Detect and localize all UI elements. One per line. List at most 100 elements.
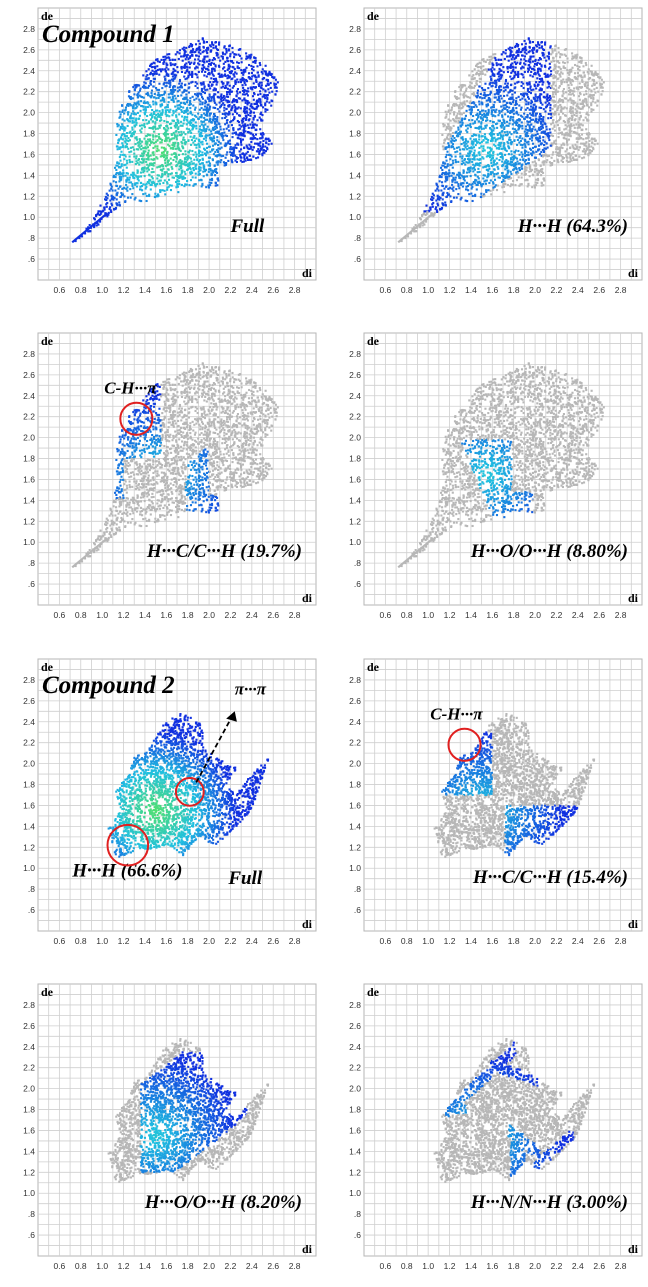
scatter-point xyxy=(540,184,543,187)
scatter-point xyxy=(188,149,191,152)
scatter-point xyxy=(150,162,153,165)
scatter-point xyxy=(475,105,478,108)
scatter-point xyxy=(438,180,441,183)
scatter-point xyxy=(114,207,117,211)
scatter-point xyxy=(581,80,584,83)
scatter-point xyxy=(120,137,123,140)
scatter-point xyxy=(245,117,248,120)
scatter-point xyxy=(237,61,240,65)
x-axis-label: di xyxy=(302,266,313,280)
scatter-point xyxy=(207,48,210,51)
scatter-point xyxy=(158,115,161,118)
scatter-point xyxy=(539,143,542,146)
scatter-point xyxy=(208,60,211,63)
scatter-point xyxy=(197,130,200,133)
scatter-point xyxy=(156,127,159,130)
scatter-point xyxy=(467,155,470,158)
scatter-point xyxy=(128,139,131,142)
scatter-point xyxy=(511,56,514,59)
scatter-point xyxy=(435,206,438,209)
scatter-point xyxy=(452,113,456,116)
scatter-point xyxy=(570,159,573,162)
scatter-point xyxy=(229,151,232,154)
scatter-point xyxy=(538,171,541,174)
scatter-point xyxy=(180,172,183,175)
scatter-point xyxy=(445,185,448,188)
scatter-point xyxy=(121,109,124,112)
scatter-point xyxy=(548,154,551,157)
scatter-point xyxy=(147,121,150,124)
scatter-point xyxy=(176,104,179,107)
scatter-point xyxy=(543,147,546,150)
scatter-point xyxy=(124,141,127,144)
scatter-point xyxy=(493,68,496,71)
scatter-point xyxy=(102,209,105,212)
scatter-point xyxy=(422,212,426,215)
scatter-point xyxy=(519,98,522,101)
scatter-point xyxy=(195,144,198,147)
scatter-point xyxy=(188,161,191,165)
scatter-point xyxy=(246,130,249,134)
scatter-point xyxy=(239,153,242,156)
scatter-point xyxy=(225,86,228,89)
scatter-point xyxy=(576,71,579,75)
scatter-point xyxy=(549,144,552,147)
scatter-point xyxy=(170,122,173,125)
scatter-point xyxy=(124,174,127,177)
scatter-point xyxy=(173,94,176,97)
scatter-point xyxy=(453,137,456,140)
scatter-point xyxy=(534,107,537,110)
scatter-point xyxy=(113,196,116,199)
scatter-point xyxy=(510,183,513,186)
scatter-point xyxy=(530,102,533,105)
scatter-point xyxy=(560,71,563,74)
scatter-point xyxy=(578,61,581,64)
scatter-point xyxy=(549,97,552,100)
scatter-point xyxy=(165,139,168,142)
scatter-point xyxy=(167,136,170,139)
scatter-point xyxy=(211,42,214,45)
scatter-point xyxy=(114,189,117,192)
scatter-point xyxy=(455,146,459,149)
scatter-point xyxy=(185,123,188,126)
scatter-point xyxy=(534,134,537,137)
scatter-point xyxy=(176,145,179,148)
scatter-point xyxy=(84,232,87,235)
scatter-point xyxy=(597,100,600,103)
scatter-point xyxy=(515,120,518,123)
scatter-point xyxy=(169,189,173,192)
scatter-point xyxy=(231,46,234,50)
scatter-point xyxy=(544,75,547,78)
scatter-point xyxy=(198,144,201,147)
scatter-point xyxy=(141,166,144,169)
scatter-point xyxy=(151,120,154,123)
scatter-point xyxy=(478,134,481,137)
scatter-point xyxy=(486,70,489,73)
scatter-point xyxy=(207,46,210,49)
scatter-point xyxy=(233,103,236,107)
scatter-point xyxy=(183,96,186,99)
scatter-point xyxy=(205,134,208,137)
scatter-point xyxy=(413,230,416,233)
scatter-point xyxy=(105,203,108,206)
scatter-point xyxy=(227,67,230,70)
scatter-point xyxy=(525,116,528,119)
scatter-point xyxy=(149,73,152,76)
scatter-point xyxy=(135,138,138,141)
scatter-point xyxy=(500,141,503,144)
scatter-point xyxy=(152,112,156,116)
scatter-point xyxy=(414,230,417,233)
scatter-point xyxy=(119,113,122,116)
scatter-point xyxy=(462,177,465,181)
scatter-point xyxy=(125,179,128,182)
scatter-point xyxy=(147,158,150,161)
scatter-point xyxy=(208,99,211,103)
scatter-point xyxy=(250,158,253,161)
scatter-point xyxy=(453,120,456,123)
scatter-point xyxy=(469,113,472,116)
scatter-point xyxy=(266,79,270,82)
scatter-point xyxy=(265,84,268,87)
scatter-point xyxy=(212,89,215,92)
scatter-point xyxy=(230,70,234,73)
scatter-point xyxy=(178,49,181,52)
